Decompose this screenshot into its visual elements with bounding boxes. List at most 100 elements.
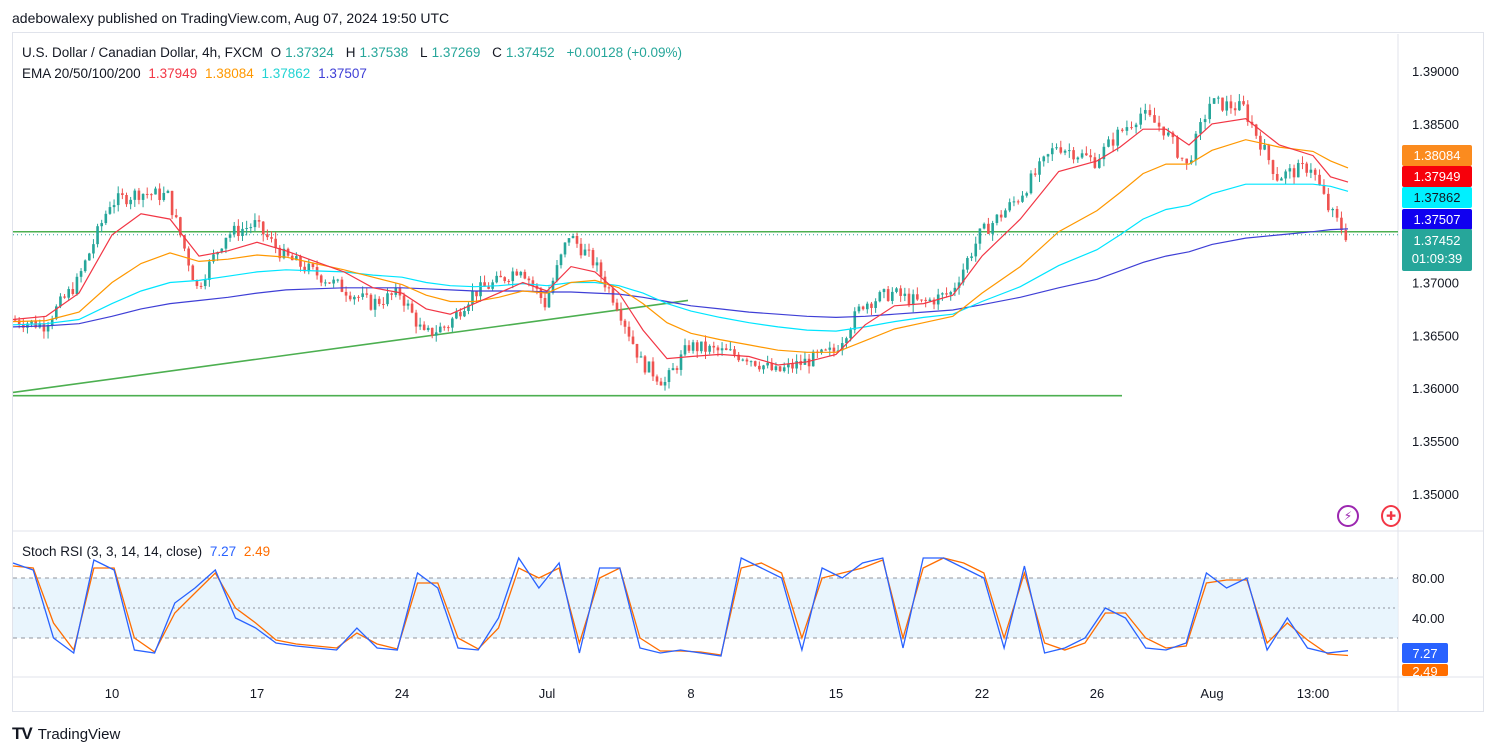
candle-body [319,275,323,283]
candle-body [861,306,865,310]
candle-body [249,227,253,229]
candle-body [671,368,675,371]
time-tick-label: Aug [1200,686,1223,701]
candle-body [63,296,66,298]
candle-body [55,306,58,319]
candle-body [774,366,778,371]
candle-body [467,304,470,311]
candle-body [720,348,724,351]
candle-body [733,349,736,355]
candle-body [112,205,116,208]
candle-body [1134,124,1138,128]
candle-body [1029,173,1033,194]
candle-body [845,338,848,344]
candle-body [1190,160,1193,164]
candle-body [26,323,29,328]
ema50-badge: 1.38084 [1402,145,1472,166]
price-tick-label: 1.35000 [1412,487,1459,502]
candle-body [655,376,659,382]
symbol-label[interactable]: U.S. Dollar / Canadian Dollar, 4h, FXCM [22,45,263,60]
candle-body [121,193,124,195]
ema50-line [12,139,1349,353]
candle-body [619,309,623,321]
candle-body [523,271,527,279]
high-label: H 1.37538 [346,45,413,60]
ema-label[interactable]: EMA 20/50/100/200 [22,66,141,81]
candle-body [811,351,815,367]
candle-body [344,291,348,296]
candle-body [410,303,414,313]
candle-body [174,215,178,218]
candle-body [208,261,211,280]
candle-body [1063,150,1067,153]
candle-body [737,354,740,361]
candle-body [999,214,1003,218]
candle-body [1344,230,1348,241]
candle-body [92,244,95,254]
candle-body [38,323,42,328]
candle-body [1085,153,1088,156]
candle-body [991,223,994,234]
candle-body [916,294,919,300]
candle-body [543,298,547,308]
price-tick-label: 1.36000 [1412,381,1459,396]
candle-body [1217,97,1220,99]
candle-body [957,282,961,288]
candle-body [495,275,498,283]
candle-body [373,298,377,310]
candle-body [611,288,615,303]
candle-body [1139,113,1142,125]
candle-body [328,282,331,284]
candle-body [987,223,990,234]
candle-body [1098,159,1101,168]
candle-body [133,190,137,200]
candle-body [398,287,402,296]
candle-body [1055,147,1058,149]
canada-flag-icon[interactable]: ✚ [1381,505,1401,527]
candle-body [232,225,236,235]
stoch-rsi-d-line [12,557,1349,657]
candle-body [1021,195,1024,202]
candle-body [683,345,687,355]
footer-brand[interactable]: TV TradingView [12,724,120,744]
candle-body [966,258,969,270]
time-tick-label: Jul [539,686,556,701]
candle-body [100,223,103,227]
candle-body [83,260,87,272]
candle-body [71,289,75,295]
candle-body [945,293,948,295]
time-tick-label: 15 [829,686,843,701]
stoch-d-badge: 2.49 [1402,664,1448,676]
candle-body [961,269,965,283]
candle-body [203,279,207,287]
candle-body [332,279,335,284]
candle-body [1167,132,1170,136]
candle-body [96,226,99,245]
time-tick-label: 8 [687,686,694,701]
stoch-rsi-label[interactable]: Stoch RSI (3, 3, 14, 14, close) [22,544,203,559]
candle-body [442,326,446,328]
candle-body [667,370,671,383]
candle-body [365,293,369,295]
time-tick-label: 13:00 [1297,686,1330,701]
stoch-rsi-tick-label: 80.00 [1412,571,1445,586]
candle-body [261,221,265,235]
lightning-icon[interactable]: ⚡ [1337,505,1359,527]
candle-body [591,250,595,266]
candle-body [414,312,418,327]
candle-body [924,299,927,301]
candle-body [447,327,450,329]
candle-body [150,194,153,196]
candle-body [479,282,482,297]
candle-body [286,248,290,256]
time-tick-label: 17 [250,686,264,701]
candle-body [700,341,703,352]
tradingview-logo-icon: TV [12,724,33,743]
ema200-badge: 1.37507 [1402,209,1472,230]
candle-body [1012,201,1016,203]
candle-body [539,288,543,299]
candle-body [559,254,563,266]
ema20-badge: 1.37949 [1402,166,1472,187]
candle-body [932,299,936,305]
